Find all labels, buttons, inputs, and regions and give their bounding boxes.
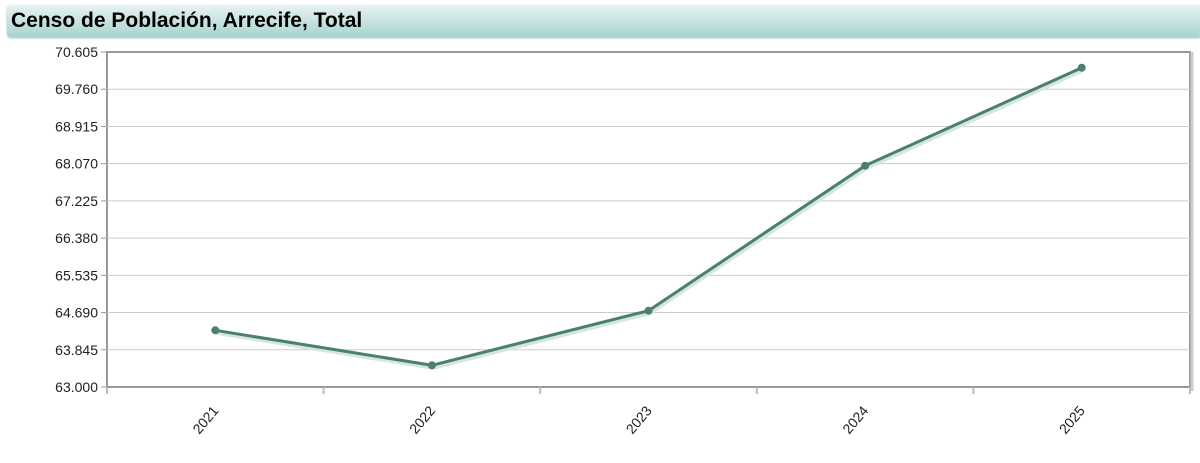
chart-title-bar: Censo de Población, Arrecife, Total: [7, 5, 1200, 37]
data-point: [861, 161, 870, 170]
plot-area: [106, 51, 1191, 388]
y-tick-label: 67.225: [55, 193, 98, 209]
y-tick-label: 69.760: [55, 81, 98, 97]
data-point: [644, 306, 653, 315]
x-tick-label: 2023: [623, 402, 655, 436]
x-tick-label: 2024: [839, 402, 871, 436]
x-tick-label: 2025: [1056, 402, 1088, 436]
y-tick-label: 70.605: [55, 44, 98, 60]
data-point: [1077, 63, 1086, 72]
y-tick-label: 63.000: [55, 379, 98, 395]
y-tick-label: 68.915: [55, 118, 98, 134]
data-point: [211, 326, 220, 335]
y-tick-label: 63.845: [55, 342, 98, 358]
y-tick-label: 64.690: [55, 305, 98, 321]
x-tick-label: 2022: [406, 402, 438, 436]
y-tick-label: 66.380: [55, 230, 98, 246]
y-tick-label: 65.535: [55, 267, 98, 283]
chart-title: Censo de Población, Arrecife, Total: [11, 9, 363, 32]
x-tick-label: 2021: [189, 402, 221, 436]
y-tick-label: 68.070: [55, 156, 98, 172]
data-point: [427, 361, 436, 370]
